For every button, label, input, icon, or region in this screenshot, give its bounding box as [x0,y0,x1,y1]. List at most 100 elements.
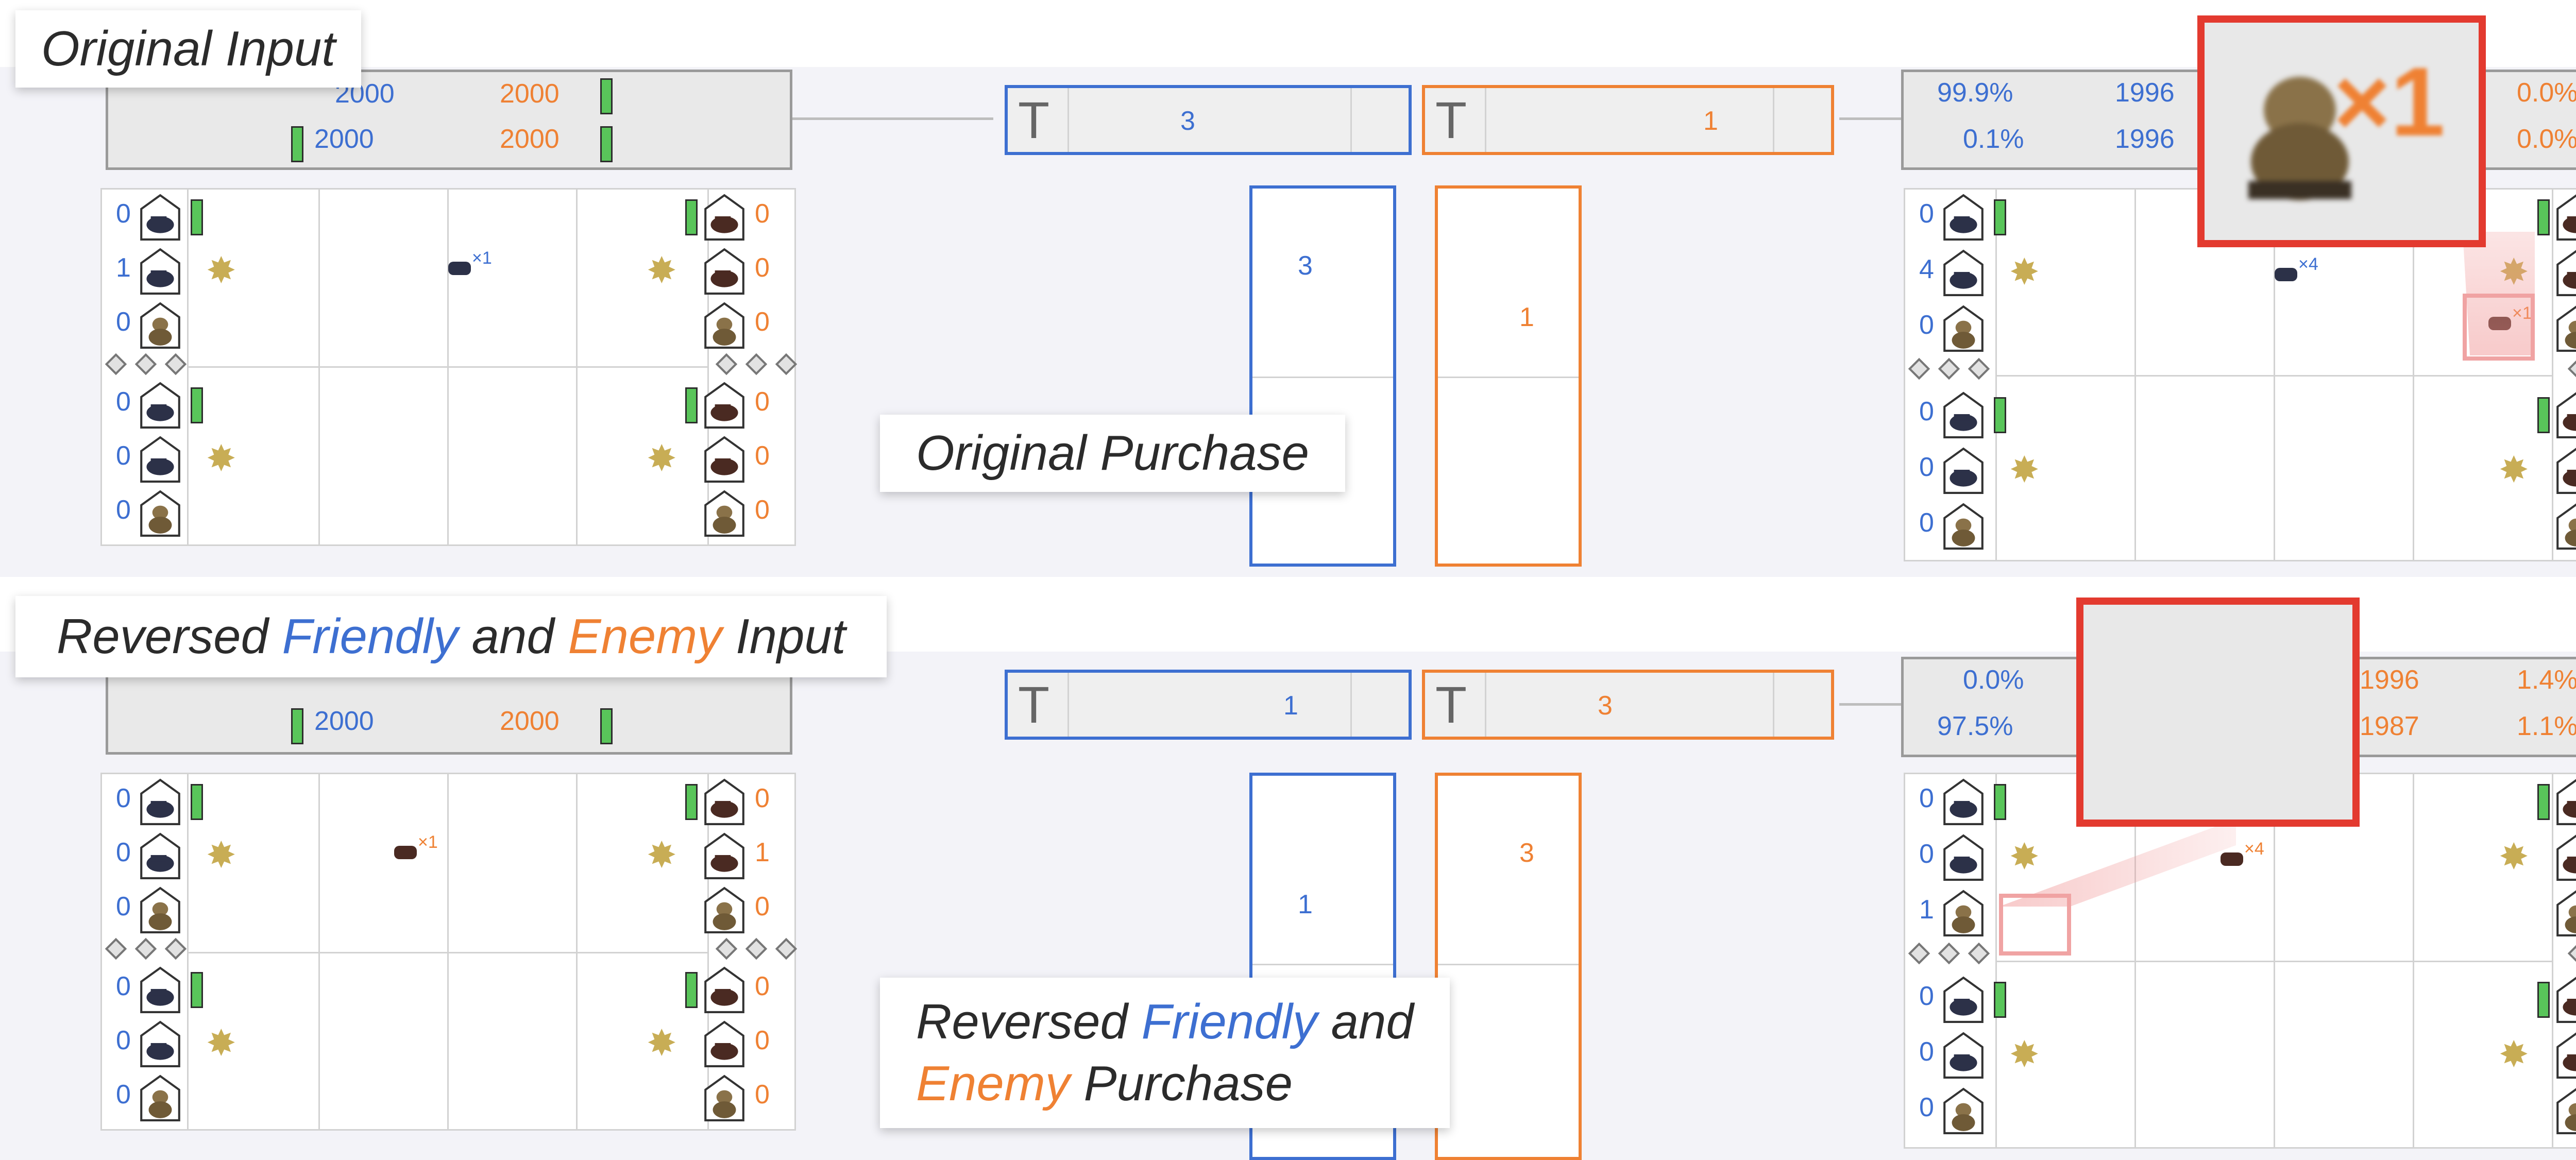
etank-icon[interactable] [2555,391,2576,439]
etank-icon[interactable] [2555,976,2576,1024]
unit-count: 0 [116,892,131,922]
crawler-icon[interactable] [1942,833,1985,882]
bottom-purchase-enemy-bar[interactable]: T 3 [1422,670,1834,740]
t-label: T [1018,92,1050,149]
unit-count: 0 [116,1080,131,1110]
blue-value: 1996 [2115,78,2175,108]
health-bar [191,784,203,820]
ecrawler-icon[interactable] [2555,249,2576,297]
ecrawler-icon[interactable] [2555,833,2576,882]
crawler-unit-marker[interactable] [2221,852,2243,866]
caption-text: Reversed [916,994,1128,1049]
ecrawler-icon[interactable] [703,435,745,484]
crawler-icon[interactable] [1942,447,1985,495]
crawler-icon[interactable] [139,832,181,880]
unit-multiplier: ×1 [472,248,492,268]
crawler-unit-marker[interactable] [394,846,417,859]
column-count: 1 [1519,302,1534,332]
soldier-icon[interactable] [139,301,181,350]
health-bar [600,126,613,162]
top-purchase-friendly-bar[interactable]: T 3 [1005,85,1412,155]
unit-count: 0 [116,199,131,229]
etank-icon[interactable] [703,381,745,430]
t-label: T [1435,92,1467,149]
caption-friendly: Friendly [1141,994,1317,1049]
bottom-purchase-friendly-bar[interactable]: T 1 [1005,670,1412,740]
ecrawler-icon[interactable] [703,832,745,880]
soldier-icon[interactable] [703,489,745,538]
bottom-input-grid[interactable] [100,773,796,1131]
tank-icon[interactable] [139,381,181,430]
top-purchase-enemy-column[interactable]: 1 [1435,185,1582,567]
tank-icon[interactable] [1942,976,1985,1024]
orange-value: 1996 [2360,665,2419,695]
zoom-callout: ×1 [2197,15,2486,247]
purchase-count: 1 [1283,691,1298,721]
caption-text: Original Input [41,21,335,76]
top-input-grid[interactable] [100,188,796,546]
connector-line [1839,117,1904,120]
top-purchase-friendly-column[interactable]: 3 [1249,185,1396,567]
soldier-icon[interactable] [2555,1087,2576,1135]
tank-unit-marker[interactable] [2275,268,2297,281]
crawler-icon[interactable] [139,1020,181,1068]
soldier-icon[interactable] [139,886,181,934]
burst-icon: ✸ [206,438,236,479]
etank-icon[interactable] [703,193,745,242]
etank-icon[interactable] [2555,193,2576,242]
soldier-icon[interactable] [1942,304,1985,353]
ecrawler-icon[interactable] [2555,447,2576,495]
burst-icon: ✸ [647,250,677,291]
ecrawler-icon[interactable] [703,247,745,296]
highlight-box [2463,294,2535,361]
crawler-icon[interactable] [139,247,181,296]
crawler-icon[interactable] [139,435,181,484]
health-bar [291,126,303,162]
soldier-icon[interactable] [703,886,745,934]
unit-count: 0 [1919,397,1934,427]
health-bar [685,972,698,1008]
health-bar [600,708,613,744]
etank-icon[interactable] [2555,778,2576,826]
highlight-box [1999,894,2071,956]
unit-count: 0 [1919,310,1934,340]
purchase-count: 1 [1703,106,1718,136]
burst-icon: ✸ [647,1023,677,1063]
orange-probability: 0.0% [2517,78,2576,108]
tank-icon[interactable] [139,966,181,1014]
unit-count: 1 [1919,895,1934,925]
tank-icon[interactable] [139,778,181,826]
etank-icon[interactable] [703,966,745,1014]
health-bar [1994,397,2006,433]
soldier-icon[interactable] [2555,304,2576,353]
soldier-icon[interactable] [1942,502,1985,551]
tank-icon[interactable] [1942,778,1985,826]
bottom-input-orange-value-2: 2000 [500,706,560,736]
crawler-icon[interactable] [1942,249,1985,297]
tank-icon[interactable] [1942,391,1985,439]
unit-count: 0 [116,387,131,417]
ecrawler-icon[interactable] [703,1020,745,1068]
bottom-purchase-enemy-column[interactable]: 3 [1435,773,1582,1160]
soldier-icon[interactable] [1942,1087,1985,1135]
crawler-icon[interactable] [1942,1031,1985,1080]
burst-icon: ✸ [647,438,677,479]
soldier-icon[interactable] [2555,502,2576,551]
tank-unit-marker[interactable] [448,262,471,275]
tank-icon[interactable] [1942,193,1985,242]
blue-value: 1996 [2115,124,2175,154]
soldier-icon[interactable] [139,489,181,538]
ecrawler-icon[interactable] [2555,1031,2576,1080]
tank-icon[interactable] [139,193,181,242]
soldier-icon[interactable] [2555,889,2576,937]
health-bar [191,972,203,1008]
soldier-icon[interactable] [703,301,745,350]
top-purchase-enemy-bar[interactable]: T 1 [1422,85,1834,155]
caption-original-purchase: Original Purchase [880,415,1346,492]
soldier-icon[interactable] [139,1074,181,1122]
soldier-icon[interactable] [1942,889,1985,937]
bottom-output-grid[interactable] [1904,773,2576,1149]
burst-icon: ✸ [206,250,236,291]
soldier-icon[interactable] [703,1074,745,1122]
etank-icon[interactable] [703,778,745,826]
